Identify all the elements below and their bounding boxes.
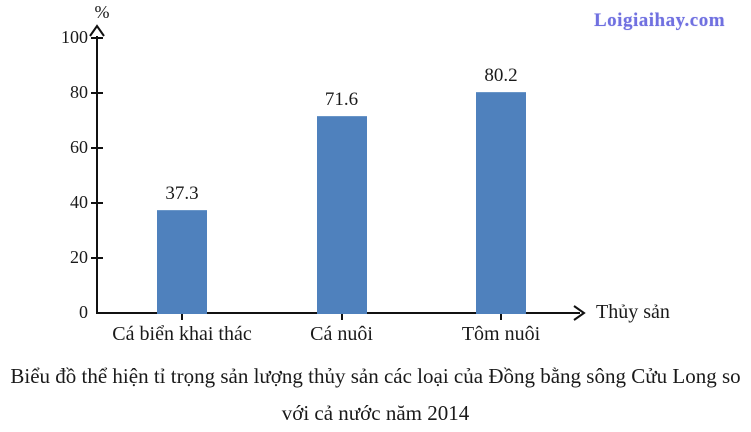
x-tick-mark — [340, 314, 343, 320]
y-axis-arrow-icon — [89, 24, 105, 37]
chart-caption: Biểu đồ thể hiện tỉ trọng sản lượng thủy… — [0, 358, 751, 432]
y-tick-label: 20 — [70, 247, 88, 267]
bar-value-label: 37.3 — [165, 183, 199, 204]
category-label: Tôm nuôi — [461, 323, 541, 345]
category-label: Cá biển khai thác — [112, 323, 252, 345]
caption-line-2: với cả nước năm 2014 — [281, 401, 470, 425]
y-tick-mark — [91, 92, 103, 94]
y-axis-line — [96, 36, 98, 314]
y-tick-mark — [91, 37, 103, 39]
y-axis-unit-label: % — [94, 2, 110, 22]
y-tick-label: 60 — [70, 137, 88, 157]
caption-line-1: Biểu đồ thể hiện tỉ trọng sản lượng thủy… — [10, 364, 741, 388]
y-tick-mark — [91, 257, 103, 259]
y-tick-mark — [91, 202, 103, 204]
bar — [316, 116, 367, 314]
bar — [157, 210, 207, 314]
x-axis-title: Thủy sản — [596, 301, 670, 323]
x-axis-arrow-icon — [573, 305, 586, 321]
y-tick-label: 40 — [70, 192, 88, 212]
category-label: Cá nuôi — [310, 323, 373, 345]
x-tick-mark — [500, 314, 502, 320]
y-tick-label: 80 — [70, 82, 88, 102]
bar-value-label: 71.6 — [324, 89, 359, 110]
bar — [476, 92, 526, 314]
y-tick-label: 100 — [61, 27, 88, 47]
y-tick-mark — [91, 147, 103, 149]
bar-value-label: 80.2 — [484, 65, 518, 86]
watermark-brand: Loigiaihay.com — [594, 10, 726, 31]
y-tick-label: 0 — [79, 302, 88, 322]
x-tick-mark — [181, 314, 183, 320]
